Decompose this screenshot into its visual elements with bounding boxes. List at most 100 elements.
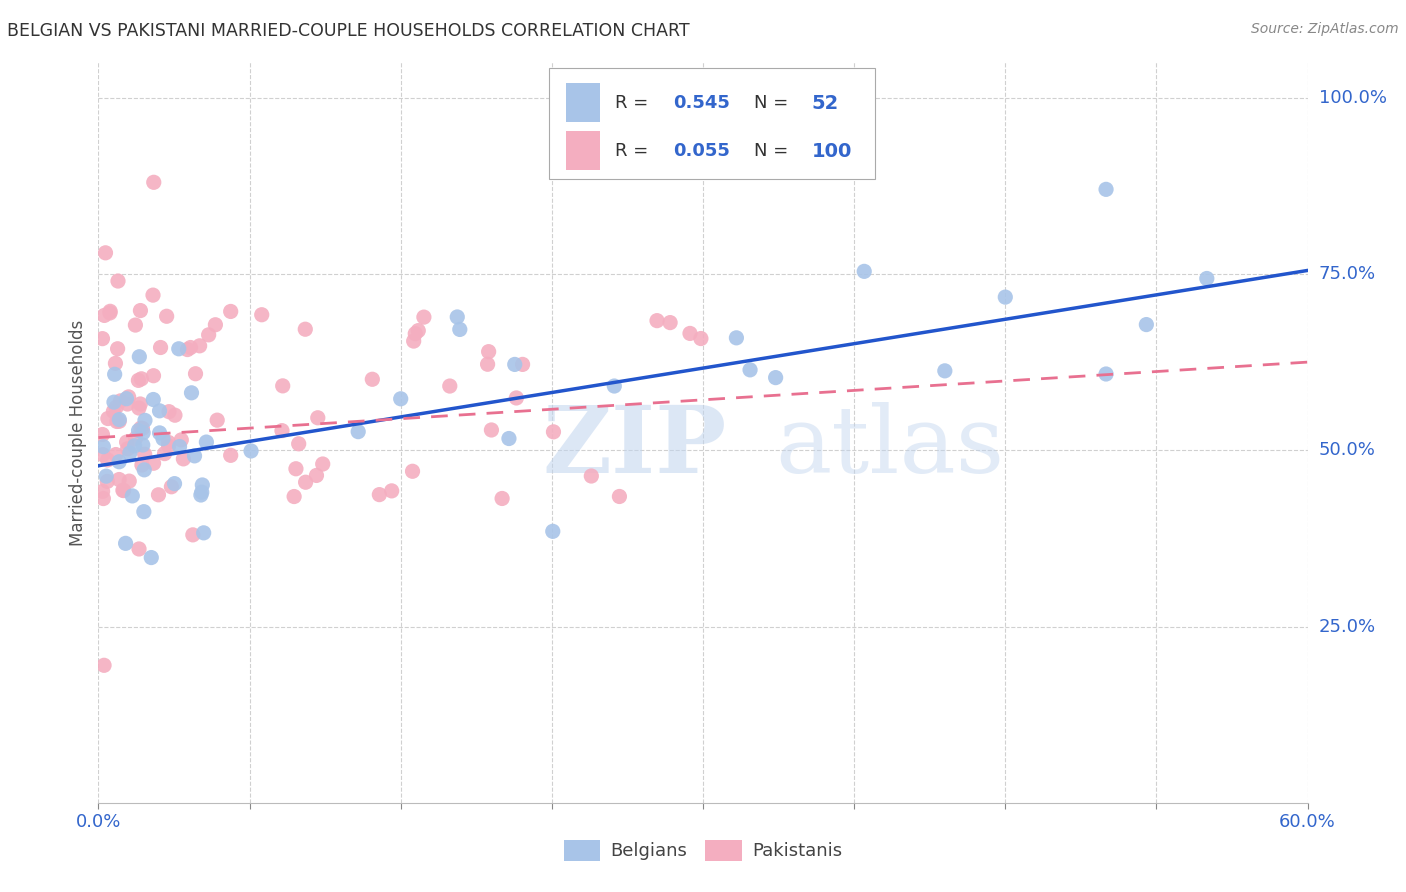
Point bbox=[142, 288, 165, 302]
Point bbox=[96, 475, 118, 489]
Point bbox=[96, 469, 118, 483]
Point bbox=[134, 413, 156, 427]
Point bbox=[128, 424, 150, 438]
Point bbox=[108, 414, 131, 428]
Point bbox=[132, 425, 155, 440]
Point bbox=[205, 413, 228, 427]
Point bbox=[738, 363, 761, 377]
Point bbox=[124, 432, 146, 446]
Point bbox=[1095, 367, 1118, 381]
Point bbox=[361, 372, 384, 386]
Point bbox=[603, 379, 626, 393]
Point bbox=[93, 440, 115, 454]
Point bbox=[103, 395, 125, 409]
Point bbox=[307, 410, 329, 425]
Point bbox=[111, 483, 134, 498]
Point bbox=[190, 485, 212, 500]
Point bbox=[368, 488, 391, 502]
Point bbox=[934, 364, 956, 378]
Point bbox=[271, 379, 294, 393]
Point bbox=[853, 264, 876, 278]
Point bbox=[271, 424, 294, 438]
Point bbox=[97, 411, 120, 425]
Point bbox=[505, 391, 527, 405]
Point bbox=[294, 475, 316, 490]
Point bbox=[131, 372, 153, 386]
Point bbox=[112, 483, 135, 498]
Y-axis label: Married-couple Households: Married-couple Households bbox=[69, 319, 87, 546]
Point bbox=[477, 357, 499, 371]
Point bbox=[105, 401, 128, 415]
Point bbox=[148, 404, 170, 418]
FancyBboxPatch shape bbox=[550, 69, 875, 178]
Point bbox=[128, 350, 150, 364]
Point bbox=[1135, 318, 1157, 332]
Point bbox=[183, 449, 205, 463]
Point bbox=[128, 401, 150, 415]
Point bbox=[170, 433, 193, 447]
Point bbox=[169, 440, 191, 454]
Point bbox=[503, 358, 526, 372]
Point bbox=[765, 370, 787, 384]
Point bbox=[180, 385, 202, 400]
Text: Source: ZipAtlas.com: Source: ZipAtlas.com bbox=[1251, 22, 1399, 37]
Point bbox=[115, 435, 138, 450]
Point bbox=[163, 408, 186, 422]
Point bbox=[156, 310, 179, 324]
Point bbox=[172, 451, 194, 466]
Point bbox=[142, 368, 165, 383]
Point bbox=[283, 490, 305, 504]
Point bbox=[108, 473, 131, 487]
Point bbox=[219, 448, 242, 462]
Text: N =: N = bbox=[754, 95, 794, 112]
Point bbox=[104, 448, 127, 462]
Point bbox=[287, 437, 309, 451]
Point bbox=[284, 462, 307, 476]
Point bbox=[191, 478, 214, 492]
Point bbox=[188, 339, 211, 353]
Text: R =: R = bbox=[614, 143, 654, 161]
Point bbox=[449, 322, 471, 336]
Point bbox=[141, 550, 163, 565]
Point bbox=[219, 304, 242, 318]
Point bbox=[179, 341, 201, 355]
Point bbox=[347, 425, 370, 439]
Point bbox=[118, 446, 141, 460]
Point bbox=[91, 448, 114, 462]
Point bbox=[1195, 271, 1218, 285]
Point bbox=[105, 414, 128, 428]
Point bbox=[142, 456, 165, 470]
Text: 75.0%: 75.0% bbox=[1319, 265, 1376, 283]
Point bbox=[93, 309, 115, 323]
Point bbox=[312, 457, 335, 471]
Text: 0.055: 0.055 bbox=[672, 143, 730, 161]
Point bbox=[381, 483, 404, 498]
Point bbox=[439, 379, 461, 393]
Point bbox=[131, 421, 153, 435]
Point bbox=[153, 447, 176, 461]
Point bbox=[176, 343, 198, 357]
Point bbox=[129, 397, 152, 411]
Point bbox=[994, 290, 1017, 304]
Point bbox=[91, 332, 114, 346]
Point bbox=[157, 405, 180, 419]
Point bbox=[512, 358, 534, 372]
Point bbox=[157, 435, 180, 450]
Text: 25.0%: 25.0% bbox=[1319, 617, 1376, 635]
Point bbox=[294, 322, 316, 336]
Text: 100.0%: 100.0% bbox=[1319, 88, 1386, 107]
Point bbox=[167, 342, 190, 356]
Point bbox=[163, 476, 186, 491]
Point bbox=[104, 356, 127, 370]
Point bbox=[127, 373, 149, 387]
Point bbox=[478, 344, 501, 359]
Point bbox=[94, 245, 117, 260]
Point bbox=[181, 528, 204, 542]
Point bbox=[108, 455, 131, 469]
Point bbox=[149, 425, 172, 440]
Point bbox=[114, 536, 136, 550]
Point bbox=[446, 310, 468, 324]
Point bbox=[401, 464, 423, 478]
Point bbox=[152, 432, 174, 446]
Point bbox=[131, 458, 153, 472]
